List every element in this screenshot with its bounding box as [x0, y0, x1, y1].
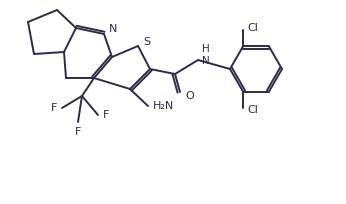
Text: F: F — [103, 110, 109, 120]
Text: F: F — [75, 127, 81, 137]
Text: S: S — [143, 37, 150, 47]
Text: F: F — [51, 103, 57, 113]
Text: H₂N: H₂N — [153, 101, 174, 111]
Text: N: N — [109, 24, 117, 34]
Text: Cl: Cl — [247, 104, 258, 114]
Text: O: O — [185, 91, 194, 101]
Text: H
N: H N — [202, 44, 210, 66]
Text: Cl: Cl — [247, 23, 258, 33]
